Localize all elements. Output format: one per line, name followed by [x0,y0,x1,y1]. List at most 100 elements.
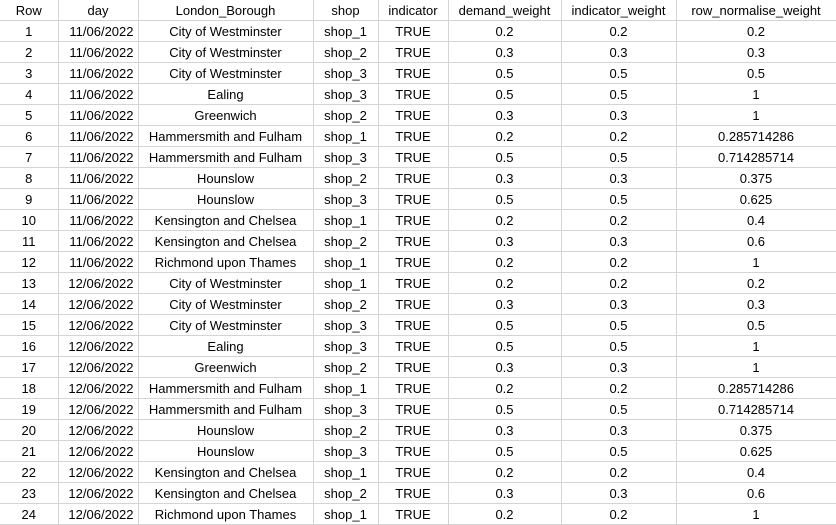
cell-row-normalise-weight[interactable]: 1 [676,83,836,105]
cell-row-normalise-weight[interactable]: 0.375 [676,419,836,441]
cell-shop[interactable]: shop_1 [313,503,379,525]
cell-day[interactable]: 11/06/2022 [58,230,139,252]
cell-indicator[interactable]: TRUE [378,482,449,504]
cell-row-normalise-weight[interactable]: 0.2 [676,272,836,294]
cell-row-normalise-weight[interactable]: 0.5 [676,314,836,336]
cell-row-number[interactable]: 8 [0,167,59,189]
column-header-london-borough[interactable]: London_Borough [138,0,314,21]
cell-indicator-weight[interactable]: 0.2 [561,377,677,399]
cell-row-normalise-weight[interactable]: 0.6 [676,230,836,252]
cell-indicator[interactable]: TRUE [378,20,449,42]
cell-indicator[interactable]: TRUE [378,335,449,357]
cell-row-number[interactable]: 21 [0,440,59,462]
cell-shop[interactable]: shop_3 [313,335,379,357]
cell-row-normalise-weight[interactable]: 0.3 [676,293,836,315]
cell-row-number[interactable]: 3 [0,62,59,84]
cell-indicator-weight[interactable]: 0.5 [561,146,677,168]
cell-indicator-weight[interactable]: 0.5 [561,335,677,357]
cell-shop[interactable]: shop_3 [313,188,379,210]
cell-demand-weight[interactable]: 0.5 [448,440,562,462]
cell-indicator[interactable]: TRUE [378,230,449,252]
cell-row-number[interactable]: 6 [0,125,59,147]
cell-row-normalise-weight[interactable]: 0.4 [676,209,836,231]
cell-row-normalise-weight[interactable]: 0.714285714 [676,146,836,168]
cell-day[interactable]: 12/06/2022 [58,482,139,504]
cell-day[interactable]: 11/06/2022 [58,188,139,210]
cell-indicator-weight[interactable]: 0.3 [561,230,677,252]
cell-row-number[interactable]: 22 [0,461,59,483]
cell-london-borough[interactable]: Greenwich [138,104,314,126]
cell-london-borough[interactable]: Hammersmith and Fulham [138,398,314,420]
cell-indicator-weight[interactable]: 0.5 [561,398,677,420]
cell-row-normalise-weight[interactable]: 0.6 [676,482,836,504]
cell-shop[interactable]: shop_2 [313,41,379,63]
cell-indicator[interactable]: TRUE [378,167,449,189]
cell-row-normalise-weight[interactable]: 1 [676,251,836,273]
cell-row-normalise-weight[interactable]: 0.4 [676,461,836,483]
cell-row-number[interactable]: 2 [0,41,59,63]
cell-row-number[interactable]: 5 [0,104,59,126]
cell-indicator[interactable]: TRUE [378,62,449,84]
cell-row-normalise-weight[interactable]: 0.3 [676,41,836,63]
cell-demand-weight[interactable]: 0.5 [448,62,562,84]
cell-day[interactable]: 11/06/2022 [58,167,139,189]
cell-shop[interactable]: shop_1 [313,20,379,42]
cell-demand-weight[interactable]: 0.2 [448,20,562,42]
cell-indicator-weight[interactable]: 0.3 [561,41,677,63]
cell-london-borough[interactable]: Hounslow [138,419,314,441]
cell-london-borough[interactable]: City of Westminster [138,62,314,84]
cell-day[interactable]: 11/06/2022 [58,251,139,273]
cell-indicator-weight[interactable]: 0.3 [561,356,677,378]
cell-shop[interactable]: shop_2 [313,167,379,189]
cell-row-number[interactable]: 7 [0,146,59,168]
cell-day[interactable]: 12/06/2022 [58,419,139,441]
cell-indicator[interactable]: TRUE [378,125,449,147]
cell-london-borough[interactable]: Greenwich [138,356,314,378]
cell-shop[interactable]: shop_1 [313,251,379,273]
cell-day[interactable]: 12/06/2022 [58,314,139,336]
cell-indicator-weight[interactable]: 0.3 [561,167,677,189]
cell-demand-weight[interactable]: 0.2 [448,461,562,483]
cell-indicator-weight[interactable]: 0.2 [561,251,677,273]
cell-row-number[interactable]: 23 [0,482,59,504]
cell-demand-weight[interactable]: 0.5 [448,146,562,168]
column-header-demand-weight[interactable]: demand_weight [448,0,562,21]
cell-indicator[interactable]: TRUE [378,104,449,126]
cell-shop[interactable]: shop_3 [313,83,379,105]
column-header-row[interactable]: Row [0,0,59,21]
column-header-shop[interactable]: shop [313,0,379,21]
cell-indicator[interactable]: TRUE [378,83,449,105]
cell-day[interactable]: 11/06/2022 [58,83,139,105]
cell-shop[interactable]: shop_3 [313,62,379,84]
cell-shop[interactable]: shop_2 [313,230,379,252]
cell-shop[interactable]: shop_2 [313,293,379,315]
cell-demand-weight[interactable]: 0.3 [448,419,562,441]
cell-demand-weight[interactable]: 0.2 [448,125,562,147]
cell-row-number[interactable]: 24 [0,503,59,525]
cell-london-borough[interactable]: Kensington and Chelsea [138,209,314,231]
cell-demand-weight[interactable]: 0.3 [448,482,562,504]
cell-shop[interactable]: shop_1 [313,461,379,483]
cell-london-borough[interactable]: Kensington and Chelsea [138,230,314,252]
cell-day[interactable]: 12/06/2022 [58,461,139,483]
cell-london-borough[interactable]: Hammersmith and Fulham [138,146,314,168]
cell-day[interactable]: 12/06/2022 [58,335,139,357]
cell-indicator-weight[interactable]: 0.3 [561,482,677,504]
cell-indicator[interactable]: TRUE [378,146,449,168]
cell-indicator[interactable]: TRUE [378,314,449,336]
cell-demand-weight[interactable]: 0.5 [448,398,562,420]
cell-row-number[interactable]: 18 [0,377,59,399]
cell-indicator-weight[interactable]: 0.2 [561,20,677,42]
cell-row-number[interactable]: 12 [0,251,59,273]
cell-row-normalise-weight[interactable]: 0.625 [676,188,836,210]
column-header-day[interactable]: day [58,0,139,21]
cell-london-borough[interactable]: Hammersmith and Fulham [138,125,314,147]
cell-row-normalise-weight[interactable]: 0.5 [676,62,836,84]
cell-shop[interactable]: shop_1 [313,377,379,399]
cell-indicator[interactable]: TRUE [378,251,449,273]
cell-day[interactable]: 12/06/2022 [58,272,139,294]
cell-indicator-weight[interactable]: 0.2 [561,503,677,525]
cell-shop[interactable]: shop_3 [313,398,379,420]
cell-row-number[interactable]: 19 [0,398,59,420]
cell-demand-weight[interactable]: 0.3 [448,104,562,126]
